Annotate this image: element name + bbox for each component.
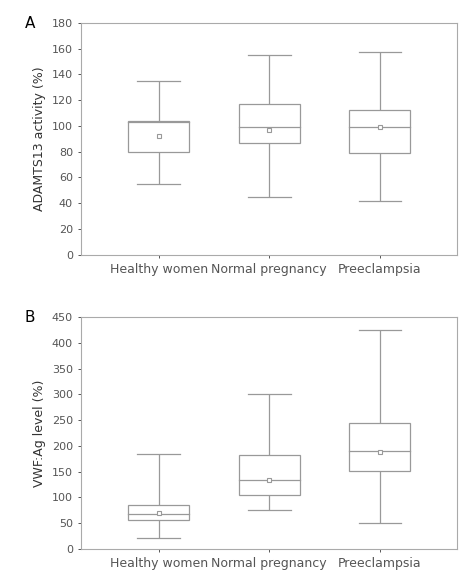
Bar [349,423,410,471]
Text: B: B [25,310,36,325]
Bar [349,110,410,153]
Text: A: A [25,16,35,31]
Bar [239,455,300,495]
Y-axis label: VWF:Ag level (%): VWF:Ag level (%) [33,379,46,487]
Bar [128,505,189,519]
Bar [128,121,189,151]
Bar [239,104,300,143]
Y-axis label: ADAMTS13 activity (%): ADAMTS13 activity (%) [33,66,46,211]
